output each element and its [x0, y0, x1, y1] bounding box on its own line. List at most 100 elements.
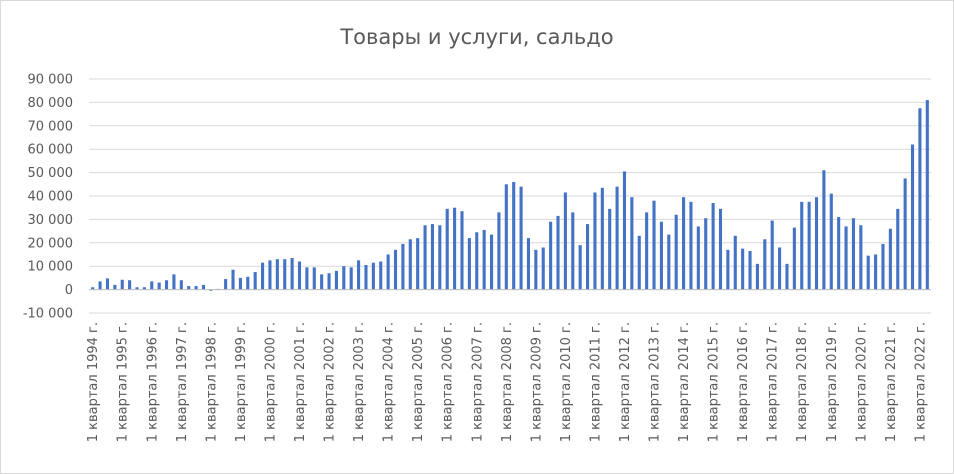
- bar: [312, 267, 316, 290]
- bars: [91, 100, 929, 291]
- y-tick-label: 30 000: [28, 213, 74, 228]
- gridlines: [89, 78, 931, 314]
- bar: [142, 287, 146, 290]
- bar: [438, 225, 442, 290]
- bar: [526, 238, 531, 290]
- bar: [504, 184, 508, 290]
- bar: [925, 100, 929, 290]
- bar: [172, 274, 176, 290]
- bar: [652, 200, 656, 290]
- bar: [645, 212, 649, 290]
- bar: [290, 258, 294, 290]
- bar: [113, 284, 117, 290]
- bar: [342, 266, 346, 290]
- bar: [711, 203, 715, 290]
- bar: [859, 225, 863, 290]
- bar: [792, 227, 796, 290]
- bar: [445, 208, 449, 290]
- bar: [371, 262, 375, 290]
- bar: [253, 272, 257, 290]
- bar: [334, 270, 338, 290]
- bar: [194, 286, 198, 290]
- y-tick-label: 40 000: [28, 190, 74, 205]
- bar: [874, 254, 878, 290]
- bar: [630, 197, 634, 290]
- bar: [918, 108, 922, 290]
- y-axis: -10 000 0 10 000 20 000 30 000 40 000 50 000 60…: [23, 73, 73, 322]
- bar: [807, 201, 811, 290]
- y-tick-label: 20 000: [28, 236, 74, 251]
- bar: [349, 267, 353, 290]
- x-tick-label: 1 квартал 2022 г.: [913, 322, 928, 442]
- bar: [393, 249, 398, 290]
- x-tick-label: 1 квартал 2007 г.: [470, 322, 485, 442]
- bar: [320, 274, 324, 290]
- bar: [534, 249, 538, 290]
- bar: [489, 234, 494, 290]
- bar: [674, 214, 678, 290]
- bar: [209, 289, 213, 291]
- y-tick-label: 0: [65, 283, 73, 298]
- bar: [763, 239, 767, 290]
- bar: [231, 269, 235, 290]
- x-tick-label: 1 квартал 2019 г.: [825, 322, 840, 442]
- x-tick-label: 1 квартал 2021 г.: [884, 322, 899, 442]
- bar: [718, 208, 723, 290]
- x-tick-label: 1 квартал 2003 г.: [352, 322, 367, 442]
- x-tick-label: 1 квартал 2016 г.: [736, 322, 751, 442]
- bar: [696, 226, 700, 290]
- bar: [416, 238, 420, 290]
- bar: [586, 224, 590, 290]
- bar: [150, 281, 154, 290]
- x-tick-label: 1 квартал 2020 г.: [854, 322, 869, 442]
- bar: [512, 181, 516, 290]
- bar: [460, 211, 464, 290]
- bar: [851, 218, 855, 290]
- bar: [622, 171, 627, 290]
- y-tick-label: 80 000: [28, 96, 74, 111]
- x-tick-label: 1 квартал 2008 г.: [500, 322, 515, 442]
- bar: [357, 260, 361, 290]
- bar: [563, 192, 567, 290]
- bar: [91, 287, 95, 290]
- bar: [327, 273, 331, 290]
- bar: [726, 249, 730, 290]
- bar: [571, 212, 575, 290]
- bar: [814, 197, 819, 290]
- bar: [778, 247, 782, 290]
- x-tick-label: 1 квартал 2012 г.: [618, 322, 633, 442]
- bar: [770, 220, 774, 290]
- bar: [297, 261, 302, 290]
- bar: [844, 226, 848, 290]
- y-tick-label: 60 000: [28, 143, 74, 158]
- bar: [453, 207, 457, 290]
- bar: [305, 267, 309, 290]
- x-tick-label: 1 квартал 1996 г.: [145, 322, 160, 442]
- y-tick-label: 90 000: [28, 73, 74, 88]
- bar: [829, 193, 833, 290]
- bar: [755, 263, 759, 290]
- bar: [615, 186, 619, 290]
- x-tick-label: 1 квартал 2009 г.: [529, 322, 544, 442]
- bar: [475, 232, 479, 290]
- bar: [283, 259, 287, 290]
- bar: [408, 239, 412, 290]
- bar: [187, 286, 191, 290]
- y-tick-label: -10 000: [23, 307, 73, 322]
- bar: [519, 186, 523, 290]
- bar: [246, 276, 250, 290]
- x-tick-label: 1 квартал 1997 г.: [175, 322, 190, 442]
- bar: [261, 262, 265, 290]
- bar: [682, 197, 686, 290]
- bar: [268, 260, 272, 290]
- x-tick-label: 1 квартал 1994 г.: [86, 322, 101, 442]
- y-tick-label: 50 000: [28, 166, 74, 181]
- bar: [593, 192, 597, 290]
- bar: [430, 224, 434, 290]
- bar: [556, 215, 560, 290]
- x-tick-label: 1 квартал 2017 г.: [766, 322, 781, 442]
- bar: [866, 255, 870, 290]
- x-tick-label: 1 квартал 2001 г.: [293, 322, 308, 442]
- bar: [704, 218, 708, 290]
- bar: [903, 178, 907, 290]
